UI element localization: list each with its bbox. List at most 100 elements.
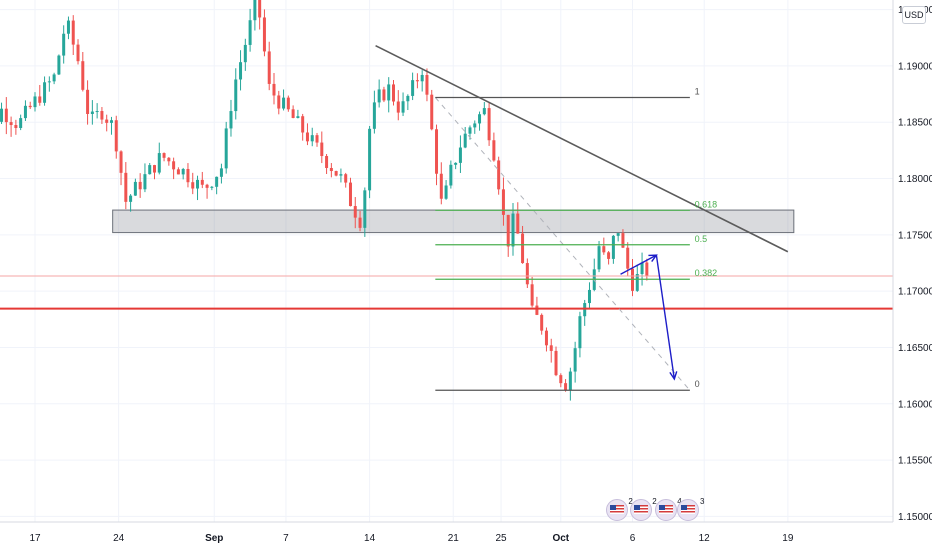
drawings: 1 0.618 0.5 0.382 0 bbox=[0, 44, 893, 391]
candle-body bbox=[181, 168, 185, 175]
candle-body bbox=[368, 128, 372, 191]
price-tick-label: 1.18000 bbox=[898, 174, 932, 185]
flag-icon bbox=[658, 505, 673, 514]
candle-body bbox=[4, 108, 8, 123]
candle-body bbox=[229, 111, 233, 129]
candle-body bbox=[320, 142, 324, 157]
candle-body bbox=[635, 274, 639, 291]
candle-body bbox=[52, 74, 56, 82]
candle-body bbox=[487, 108, 491, 141]
candle-body bbox=[348, 182, 352, 207]
candle-body bbox=[315, 135, 319, 143]
candle-body bbox=[9, 122, 13, 126]
us-flag-icon[interactable]: 2 bbox=[605, 497, 633, 521]
candle-body bbox=[138, 181, 142, 190]
candle-body bbox=[458, 147, 462, 163]
flag-icon bbox=[681, 505, 696, 514]
date-tick-label: 6 bbox=[630, 533, 636, 544]
candle-body bbox=[535, 305, 539, 315]
price-axis: 1.195001.190001.185001.180001.175001.170… bbox=[892, 0, 932, 523]
candle-body bbox=[387, 84, 391, 101]
candle-body bbox=[396, 101, 400, 113]
candle-body bbox=[406, 95, 410, 102]
candle-body bbox=[262, 17, 266, 52]
time-axis: 17 24 Sep 7 14 21 25 Oct 6 12 19 bbox=[0, 521, 893, 544]
candle-body bbox=[38, 96, 42, 103]
candle-body bbox=[540, 314, 544, 331]
supply-zone-layer bbox=[112, 209, 795, 234]
candle-body bbox=[71, 20, 75, 45]
candle-body bbox=[363, 190, 367, 228]
candle-body bbox=[62, 33, 66, 56]
candle-body bbox=[616, 233, 620, 236]
date-tick-label: 7 bbox=[283, 533, 289, 544]
candle-body bbox=[525, 263, 529, 285]
candle-body bbox=[597, 246, 601, 270]
candle-body bbox=[626, 247, 630, 269]
fib-level-label: 0.382 bbox=[695, 268, 718, 278]
candle-body bbox=[325, 156, 329, 169]
candle-body bbox=[239, 62, 243, 80]
candle-body bbox=[573, 348, 577, 372]
price-tick-label: 1.16500 bbox=[898, 343, 932, 354]
candle-body bbox=[291, 109, 295, 118]
candle-body bbox=[554, 350, 558, 376]
candle-body bbox=[100, 111, 104, 120]
fib-level-label: 1 bbox=[695, 86, 700, 96]
candle-body bbox=[114, 120, 118, 152]
candle-body bbox=[66, 20, 70, 34]
candle-body bbox=[516, 213, 520, 234]
grid bbox=[0, 0, 893, 522]
supply-zone[interactable] bbox=[112, 209, 795, 234]
candle-body bbox=[564, 383, 568, 391]
candle-body bbox=[435, 129, 439, 174]
candle-body bbox=[90, 111, 94, 114]
candle-body bbox=[511, 213, 515, 247]
candle-body bbox=[544, 330, 548, 346]
event-count: 2 bbox=[652, 497, 657, 506]
candle-body bbox=[501, 189, 505, 215]
candle-body bbox=[339, 174, 343, 176]
candle-body bbox=[258, 0, 262, 18]
candle-body bbox=[124, 172, 128, 202]
candle-body bbox=[377, 89, 381, 103]
date-tick-label: 14 bbox=[364, 533, 376, 544]
fib-level-label: 0.618 bbox=[695, 199, 718, 209]
candle-body bbox=[282, 97, 286, 109]
candle-body bbox=[568, 371, 572, 391]
candle-body bbox=[205, 184, 209, 188]
candle-body bbox=[172, 161, 176, 170]
fib-level-label: 0.5 bbox=[695, 234, 708, 244]
currency-badge[interactable]: USD bbox=[902, 6, 926, 24]
candle-body bbox=[420, 74, 424, 82]
candle-body bbox=[196, 179, 200, 189]
candle-body bbox=[415, 80, 419, 82]
candle-body bbox=[95, 111, 99, 113]
price-tick-label: 1.19000 bbox=[898, 61, 932, 72]
us-flag-icon[interactable]: 2 bbox=[629, 497, 657, 521]
candle-body bbox=[559, 375, 563, 384]
fib-diagonal bbox=[434, 97, 691, 391]
projection-arrow[interactable] bbox=[620, 254, 657, 275]
candle-body bbox=[344, 174, 348, 183]
date-tick-label: Oct bbox=[552, 533, 569, 544]
candle-body bbox=[602, 246, 606, 253]
candle-body bbox=[43, 82, 47, 103]
candle-body bbox=[454, 162, 458, 165]
candle-body bbox=[587, 289, 591, 304]
candle-body bbox=[143, 174, 147, 190]
us-flag-icon[interactable]: 4 bbox=[654, 497, 682, 521]
candle-body bbox=[497, 160, 501, 190]
candle-body bbox=[153, 165, 156, 173]
candle-body bbox=[411, 80, 415, 96]
projection-arrow[interactable] bbox=[655, 255, 676, 380]
date-tick-label: 24 bbox=[113, 533, 125, 544]
candle-body bbox=[33, 96, 37, 108]
us-flag-icon[interactable]: 3 bbox=[677, 497, 704, 521]
candle-body bbox=[334, 171, 338, 176]
trendline[interactable] bbox=[375, 44, 789, 253]
price-tick-label: 1.18500 bbox=[898, 118, 932, 129]
date-tick-label: 25 bbox=[495, 533, 507, 544]
